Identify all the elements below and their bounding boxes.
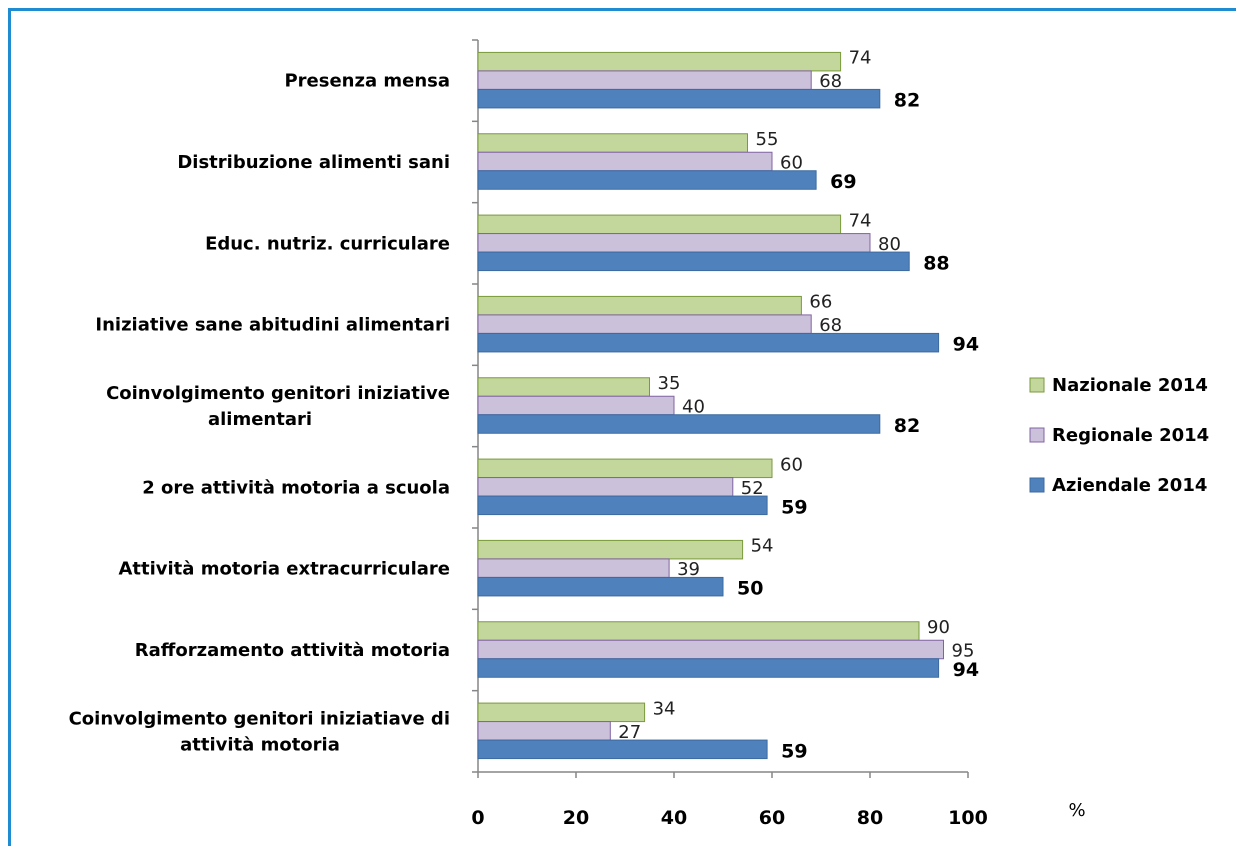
data-label: 68	[819, 71, 842, 92]
data-label: 60	[780, 153, 803, 174]
data-label: 59	[781, 740, 807, 762]
data-label: 68	[819, 315, 842, 336]
legend-swatch	[1029, 377, 1045, 393]
x-axis-label: %	[1068, 800, 1085, 821]
data-label: 74	[849, 48, 872, 69]
category-label: alimentari	[208, 409, 312, 430]
bar-regionale-2014	[477, 151, 773, 172]
bar-nazionale-2014	[477, 539, 744, 560]
data-label: 74	[849, 210, 872, 231]
category-label: Distribuzione alimenti sani	[177, 152, 450, 173]
data-label: 34	[653, 698, 676, 719]
x-tick-label: 0	[471, 807, 484, 829]
category-label: Rafforzamento attività motoria	[135, 640, 450, 661]
data-label: 59	[781, 496, 807, 518]
x-tick-label: 20	[563, 807, 589, 829]
bar-nazionale-2014	[477, 214, 842, 235]
data-label: 80	[878, 234, 901, 255]
legend-swatch	[1029, 427, 1045, 443]
bar-regionale-2014	[477, 477, 734, 497]
data-label: 54	[751, 536, 774, 557]
bar-nazionale-2014	[477, 377, 650, 397]
data-label: 82	[894, 90, 920, 112]
data-label: 90	[927, 617, 950, 638]
category-label: Educ. nutriz. curriculare	[205, 233, 450, 254]
bar-aziendale-2014	[477, 332, 940, 353]
bar-regionale-2014	[477, 639, 944, 660]
bar-aziendale-2014	[477, 88, 881, 109]
bar-aziendale-2014	[477, 251, 910, 272]
data-label: 27	[618, 722, 641, 743]
x-tick-label: 80	[857, 807, 883, 829]
data-label: 52	[741, 478, 764, 499]
data-label: 39	[677, 559, 700, 580]
x-tick-label: 60	[759, 807, 785, 829]
data-label: 50	[737, 578, 763, 600]
bar-aziendale-2014	[477, 414, 881, 434]
bar-nazionale-2014	[477, 295, 802, 316]
bar-nazionale-2014	[477, 133, 748, 153]
category-label: Presenza mensa	[284, 71, 450, 92]
legend-entry: Nazionale 2014	[1052, 375, 1208, 396]
category-label: Iniziative sane abitudini alimentari	[95, 315, 450, 336]
bar-nazionale-2014	[477, 621, 920, 641]
data-label: 82	[894, 415, 920, 437]
bar-nazionale-2014	[477, 458, 773, 479]
data-label: 69	[830, 171, 856, 193]
bar-aziendale-2014	[477, 739, 768, 760]
category-label: Coinvolgimento genitori iniziative	[106, 383, 450, 404]
bar-nazionale-2014	[477, 51, 842, 72]
legend-entry: Regionale 2014	[1052, 425, 1209, 446]
bar-regionale-2014	[477, 314, 812, 334]
category-label: 2 ore attività motoria a scuola	[142, 477, 450, 498]
bar-aziendale-2014	[477, 576, 724, 597]
data-label: 66	[809, 292, 832, 313]
data-label: 95	[952, 641, 975, 662]
data-label: 94	[953, 659, 979, 681]
x-tick-label: 100	[948, 807, 988, 829]
data-label: 35	[658, 373, 681, 394]
bar-aziendale-2014	[477, 658, 940, 678]
bar-nazionale-2014	[477, 702, 646, 723]
bar-aziendale-2014	[477, 495, 768, 516]
bar-regionale-2014	[477, 558, 670, 578]
x-tick-label: 40	[661, 807, 687, 829]
bar-regionale-2014	[477, 721, 611, 741]
data-label: 88	[923, 252, 949, 274]
data-label: 40	[682, 397, 705, 418]
data-label: 94	[953, 334, 979, 356]
category-label: Attività motoria extracurriculare	[118, 559, 450, 580]
bar-aziendale-2014	[477, 170, 817, 190]
bar-regionale-2014	[477, 70, 812, 90]
bar-regionale-2014	[477, 395, 675, 416]
data-label: 60	[780, 454, 803, 475]
data-label: 55	[756, 129, 779, 150]
legend-entry: Aziendale 2014	[1052, 475, 1207, 496]
legend-swatch	[1029, 477, 1045, 493]
category-label: Coinvolgimento genitori iniziatiave di	[69, 708, 450, 729]
category-label: attività motoria	[180, 734, 340, 755]
bar-regionale-2014	[477, 233, 871, 253]
